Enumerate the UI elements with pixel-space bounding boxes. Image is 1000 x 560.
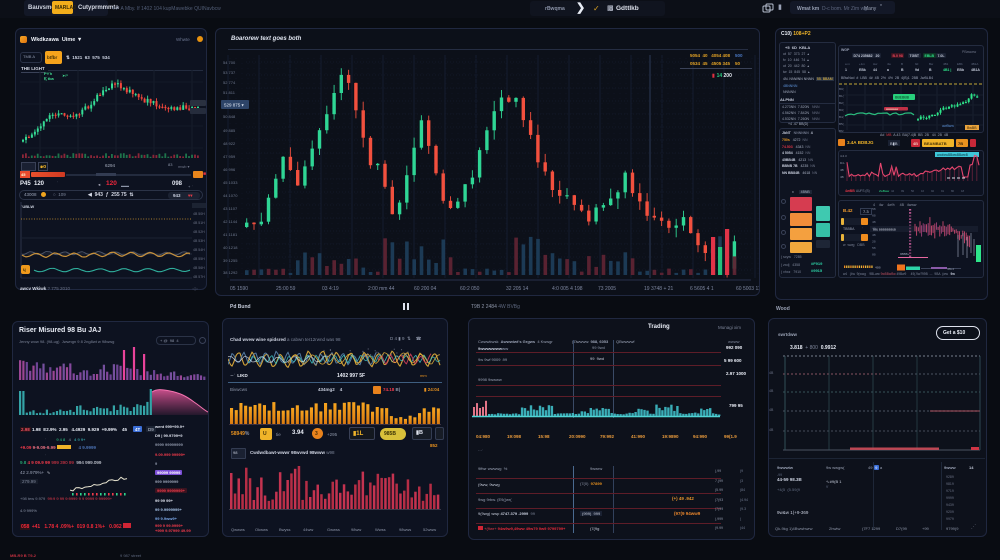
svg-text:60 5003 118: 60 5003 118 (736, 286, 759, 292)
svg-text:4.2.3: 4.2.3 (840, 154, 847, 158)
svg-text:4wBB: 4wBB (845, 189, 855, 193)
svg-text:B6(: B6( (839, 129, 844, 132)
svg-text:2wBww: 2wBww (879, 189, 890, 193)
svg-text:9BBB+: 9BBB+ (900, 252, 910, 256)
svg-text:80: 80 (951, 189, 955, 193)
svg-text:4BB: 4BB (875, 266, 881, 270)
svg-text:B5(: B5( (839, 122, 844, 126)
svg-text:16: 16 (921, 189, 925, 193)
svg-text:03 4:19: 03 4:19 (322, 286, 339, 292)
svg-text:60 200 04: 60 200 04 (414, 286, 436, 292)
svg-text:ww#wwBBwwBBwwB: ww#wwBBwwBBwwB (937, 153, 968, 157)
svg-text:45 1033: 45 1033 (223, 180, 238, 185)
svg-text:50 848: 50 848 (223, 114, 236, 119)
svg-text:40 1218: 40 1218 (223, 245, 238, 250)
svg-text:4BL4: 4BL4 (947, 267, 954, 271)
svg-text:awBww: awBww (942, 124, 954, 128)
svg-text:4B: 4B (872, 233, 876, 237)
svg-text:32 205 14: 32 205 14 (506, 286, 528, 292)
svg-text:43 1107: 43 1107 (223, 206, 238, 211)
svg-text:B3(: B3( (839, 108, 844, 112)
svg-text:51 811: 51 811 (223, 90, 236, 95)
svg-text:8B: 8B (872, 253, 876, 257)
svg-text:38 1292: 38 1292 (223, 270, 238, 275)
svg-text:BB( BBBBBBB(B: BB( BBBBBBB(B (873, 228, 896, 232)
svg-text:5B: 5B (872, 246, 876, 250)
svg-text:B2(: B2( (839, 101, 844, 105)
svg-text:25:00 59: 25:00 59 (276, 286, 296, 292)
svg-text:2:00 mm 44: 2:00 mm 44 (368, 286, 395, 292)
svg-text:56: 56 (911, 189, 915, 193)
svg-text:73 2005: 73 2005 (598, 286, 616, 292)
svg-text:44: 44 (891, 189, 895, 193)
svg-text:B0(: B0( (839, 87, 844, 91)
svg-text:BBEBBB: BBEBBB (895, 96, 910, 100)
svg-text:B4(: B4( (839, 115, 844, 119)
svg-text:54 700: 54 700 (223, 60, 236, 65)
svg-text:4B: 4B (840, 175, 844, 179)
svg-text:AUFS (B): AUFS (B) (856, 189, 870, 193)
svg-text:4B: 4B (872, 227, 876, 231)
svg-text:46 996: 46 996 (223, 167, 236, 172)
svg-text:18: 18 (961, 189, 965, 193)
svg-text:4B: 4B (840, 168, 844, 172)
svg-text:6 5605 4 1: 6 5605 4 1 (690, 286, 714, 292)
svg-text:2B: 2B (872, 240, 876, 244)
svg-text:41 1181: 41 1181 (223, 232, 238, 237)
svg-text:529 875 ▾: 529 875 ▾ (224, 103, 245, 108)
svg-text:4B: 4B (872, 220, 876, 224)
svg-text:4:0 005 4 198: 4:0 005 4 198 (552, 286, 583, 292)
svg-text:5B: 5B (872, 207, 876, 211)
svg-text:92: 92 (931, 189, 935, 193)
svg-text:48 922: 48 922 (223, 141, 236, 146)
svg-text:39 1255: 39 1255 (223, 258, 238, 263)
svg-text:44 1070: 44 1070 (223, 193, 238, 198)
svg-text:49 885: 49 885 (223, 128, 236, 133)
svg-text:47 959: 47 959 (223, 154, 236, 159)
svg-text:BwBB: BwBB (967, 126, 977, 130)
svg-text:52 774: 52 774 (223, 80, 236, 85)
svg-text:42 1144: 42 1144 (223, 219, 238, 224)
svg-text:19 3748 + 21: 19 3748 + 21 (644, 286, 674, 292)
svg-text:05 1590: 05 1590 (230, 286, 248, 292)
svg-text:D4-: D4- (840, 161, 845, 165)
svg-text:B1(: B1( (839, 94, 844, 98)
svg-text:wwwwww: wwwwww (886, 107, 899, 111)
svg-text:53 737: 53 737 (223, 70, 236, 75)
svg-text:6B: 6B (872, 214, 876, 218)
svg-text:91: 91 (941, 189, 945, 193)
svg-text:60:2 050: 60:2 050 (460, 286, 480, 292)
svg-text:99: 99 (901, 189, 905, 193)
